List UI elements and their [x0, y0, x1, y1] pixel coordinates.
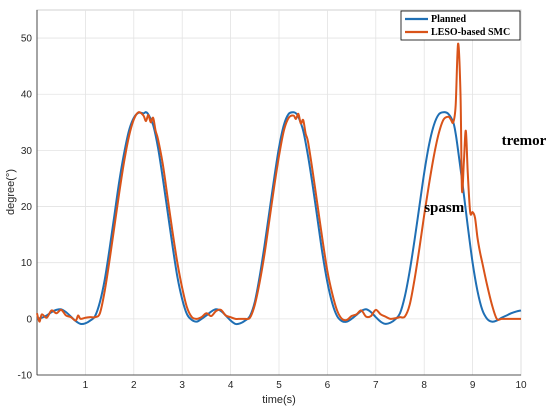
x-tick-label: 3: [179, 380, 185, 391]
y-tick-label: 30: [21, 146, 33, 157]
annotations: tremor spasm: [424, 133, 546, 216]
x-tick-label: 4: [228, 380, 234, 391]
series-line-planned: [36, 111, 522, 326]
legend-box: [400, 10, 521, 41]
y-tick-label: 40: [21, 90, 33, 101]
y-tick-label: 20: [21, 202, 33, 213]
annotation-tremor: tremor: [502, 133, 547, 149]
x-tick-label: 7: [373, 380, 379, 391]
legend: Planned LESO-based SMC: [400, 10, 521, 41]
x-tick-label: 8: [421, 380, 427, 391]
x-axis-title: time(s): [262, 394, 296, 406]
x-tick-label: 2: [131, 380, 137, 391]
x-tick-label: 6: [325, 380, 331, 391]
legend-label-planned: Planned: [431, 14, 466, 25]
series-line-leso-smc: [36, 42, 521, 323]
y-tick-label: 0: [26, 314, 32, 325]
x-tick-label: 1: [83, 380, 89, 391]
x-tick-label: 10: [515, 380, 527, 391]
y-axis-title: degree(°): [5, 169, 17, 215]
legend-label-leso: LESO-based SMC: [431, 27, 510, 38]
y-tick-label: 50: [21, 34, 33, 45]
x-tick-label: 9: [470, 380, 476, 391]
x-tick-label: 5: [276, 380, 282, 391]
annotation-spasm: spasm: [424, 200, 465, 216]
y-tick-label: 10: [21, 258, 33, 269]
y-tick-label: -10: [18, 371, 33, 382]
series-layer: [36, 42, 522, 326]
